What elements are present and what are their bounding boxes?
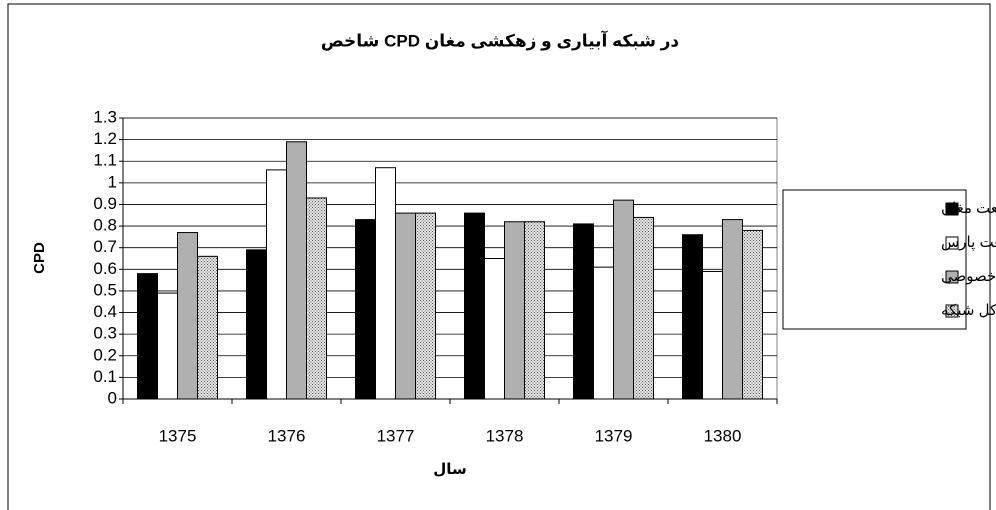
bar — [524, 221, 545, 400]
bar — [742, 229, 763, 400]
legend-swatch — [945, 304, 959, 318]
y-tick-label: 0.2 — [93, 345, 117, 364]
bar — [246, 249, 267, 400]
chart-frame — [7, 3, 991, 510]
y-tick-label: 0.3 — [93, 324, 117, 343]
legend-swatch — [945, 270, 959, 284]
y-tick-label: 0.4 — [93, 302, 117, 321]
x-tick-label: 1376 — [268, 426, 306, 445]
bar — [177, 232, 198, 400]
bar — [306, 197, 327, 400]
y-tick-label: 0.7 — [93, 237, 117, 256]
x-tick-label: 1378 — [486, 426, 524, 445]
bar — [157, 292, 178, 400]
legend-box — [782, 189, 967, 330]
bar — [266, 169, 287, 400]
bar — [484, 258, 505, 400]
y-tick-label: 1 — [108, 172, 117, 191]
bar — [573, 223, 594, 400]
chart-title: شاخص CPD در شبکه آبیاری و زهکشی مغان — [321, 29, 680, 51]
bar — [722, 219, 743, 400]
legend-label: کشت و صنعت پارس — [941, 234, 996, 252]
y-tick-label: 0.6 — [93, 259, 117, 278]
y-tick-label: 0 — [108, 388, 117, 407]
bar — [197, 255, 218, 400]
x-axis-label: سال — [433, 461, 466, 478]
legend-swatch — [945, 202, 959, 216]
bar — [682, 234, 703, 400]
plot-area — [122, 117, 778, 400]
bar — [504, 221, 525, 400]
x-tick-label: 1380 — [704, 426, 742, 445]
y-tick-label: 0.1 — [93, 367, 117, 386]
legend-label: کل شبکه — [941, 302, 996, 319]
bar — [613, 199, 634, 400]
y-axis-label: CPD — [31, 242, 48, 274]
x-tick-label: 1377 — [377, 426, 415, 445]
y-tick-label: 0.8 — [93, 216, 117, 235]
legend-swatch — [945, 236, 959, 250]
bar — [415, 212, 436, 400]
y-tick-label: 0.9 — [93, 194, 117, 213]
bar — [395, 212, 416, 400]
bar — [286, 141, 307, 400]
bar — [702, 270, 723, 400]
x-tick-label: 1379 — [595, 426, 633, 445]
x-tick-label: 1375 — [159, 426, 197, 445]
bar — [593, 266, 614, 400]
bar — [137, 273, 158, 400]
bar — [355, 219, 376, 400]
bar — [633, 216, 654, 400]
legend-label: بخش خصوصی — [941, 268, 996, 285]
y-tick-label: 1.2 — [93, 129, 117, 148]
legend-label: کشت و صنعت مغان — [941, 200, 996, 217]
y-tick-label: 0.5 — [93, 280, 117, 299]
y-tick-label: 1.3 — [93, 107, 117, 126]
y-tick-label: 1.1 — [93, 151, 117, 170]
bar — [464, 212, 485, 400]
bar — [375, 167, 396, 400]
